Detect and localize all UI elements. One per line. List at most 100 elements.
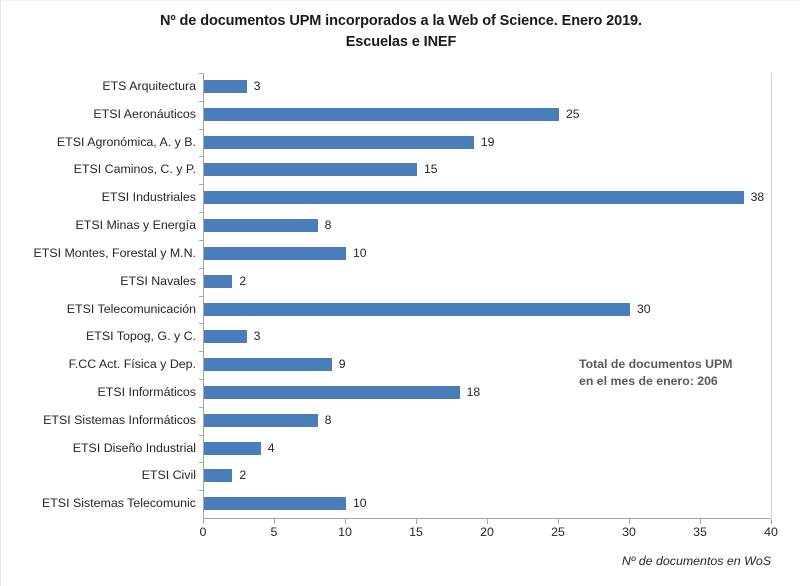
x-axis-tick: [771, 519, 772, 524]
chart-bar[interactable]: [204, 163, 417, 177]
x-axis-tick: [629, 519, 630, 524]
category-label: ETSI Montes, Forestal y M.N.: [33, 245, 197, 260]
chart-bar-row: 8: [199, 406, 771, 435]
plot-area: 3 25 19 15 38 8 10 2 30 3 9 18 8 4 2 10: [199, 73, 771, 518]
x-axis-tick-label: 20: [480, 525, 494, 539]
chart-title-line-2: Escuelas e INEF: [345, 34, 457, 50]
x-axis-tick: [345, 519, 346, 524]
y-axis-tick: [199, 73, 203, 74]
category-label: ETSI Telecomunicación: [66, 301, 196, 316]
y-axis-tick: [199, 239, 203, 241]
bar-value-label: 10: [353, 245, 367, 260]
chart-bar[interactable]: [204, 135, 474, 149]
y-axis-tick: [199, 434, 203, 436]
chart-bar[interactable]: [204, 219, 318, 233]
bar-value-label: 15: [424, 162, 438, 177]
chart-bar-row: 4: [199, 434, 771, 463]
chart-bar-row: 2: [199, 462, 771, 490]
x-axis-tick-label: 40: [764, 525, 778, 539]
y-axis-tick: [199, 267, 203, 269]
x-axis-title: Nº de documentos en WoS: [621, 554, 771, 568]
chart-bar-row: 2: [199, 267, 771, 296]
category-label: ETSI Minas y Energía: [75, 218, 196, 233]
chart-bar-row: 25: [199, 100, 771, 129]
plot-area-right-border: [771, 73, 772, 518]
chart-bar-row: 19: [199, 128, 771, 157]
total-documents-annotation: Total de documentos UPM en el mes de ene…: [579, 356, 733, 390]
y-axis-tick: [199, 295, 203, 297]
chart-bar[interactable]: [204, 497, 346, 511]
bar-value-label: 30: [637, 301, 651, 316]
chart-bar[interactable]: [204, 274, 233, 288]
bar-value-label: 18: [466, 384, 481, 399]
x-axis-tick-label: 10: [338, 525, 352, 539]
chart-bar[interactable]: [204, 469, 233, 483]
chart-bar[interactable]: [204, 441, 261, 455]
x-axis-tick: [487, 519, 488, 524]
bar-value-label: 3: [253, 79, 261, 93]
y-axis-tick: [199, 128, 203, 130]
x-axis-tick-label: 0: [199, 525, 207, 539]
x-axis-tick-label: 30: [622, 525, 636, 539]
y-axis-tick: [199, 490, 203, 492]
category-label: ETSI Topog, G. y C.: [86, 329, 196, 344]
chart-bar-row: 3: [199, 73, 771, 101]
chart-bar[interactable]: [204, 413, 318, 427]
bar-value-label: 25: [566, 106, 580, 121]
bar-value-label: 8: [324, 218, 332, 233]
chart-bar-row: 8: [199, 212, 771, 240]
category-label: ETSI Navales: [120, 273, 196, 288]
bar-value-label: 9: [338, 357, 346, 372]
bar-value-label: 10: [353, 496, 367, 511]
x-axis-tick-label: 25: [551, 525, 565, 539]
category-label: ETSI Agronómica, A. y B.: [56, 134, 196, 149]
annotation-line-1: Total de documentos UPM: [579, 357, 733, 371]
bar-value-label: 4: [267, 440, 275, 455]
x-axis-tick: [416, 519, 417, 524]
category-label: ETSI Caminos, C. y P.: [73, 162, 196, 177]
chart-title-line-1: Nº de documentos UPM incorporados a la W…: [160, 13, 642, 29]
y-axis-tick: [199, 323, 203, 325]
x-axis-tick-label: 35: [693, 525, 707, 539]
chart-bar-row: 38: [199, 184, 771, 212]
chart-bar-row: 15: [199, 156, 771, 184]
category-label: ETSI Sistemas Telecomunic: [41, 496, 196, 511]
category-label: ETSI Civil: [141, 468, 196, 483]
y-axis-tick: [199, 406, 203, 408]
chart-bar[interactable]: [204, 330, 247, 344]
x-axis-tick-label: 5: [270, 525, 278, 539]
chart-bar-row: 9: [199, 351, 771, 379]
chart-bar[interactable]: [204, 358, 332, 372]
y-axis-line: [203, 73, 204, 519]
chart-title: Nº de documentos UPM incorporados a la W…: [91, 11, 711, 53]
category-label: ETSI Sistemas Informáticos: [43, 412, 196, 427]
category-label: ETSI Informáticos: [97, 384, 196, 399]
chart-bar-row: 10: [199, 239, 771, 268]
bar-value-label: 8: [324, 412, 332, 427]
y-axis-tick: [199, 156, 203, 158]
category-label: ETSI Diseño Industrial: [72, 440, 196, 455]
category-label: F.CC Act. Física y Dep.: [68, 357, 196, 372]
y-axis-tick: [199, 184, 203, 186]
y-axis-tick: [199, 212, 203, 214]
chart-bar-row: 18: [199, 378, 771, 407]
chart-bar[interactable]: [204, 191, 744, 205]
chart-bar[interactable]: [204, 80, 247, 93]
chart-bar-row: 3: [199, 323, 771, 351]
x-axis-tick-label: 15: [409, 525, 423, 539]
bar-value-label: 2: [239, 468, 247, 483]
x-axis-tick: [203, 519, 204, 524]
category-label: ETS Arquitectura: [102, 79, 196, 93]
chart-bar[interactable]: [204, 385, 460, 399]
bar-value-label: 19: [480, 134, 495, 149]
bar-value-label: 38: [750, 190, 765, 205]
x-axis-line: [203, 518, 771, 519]
x-axis-tick: [700, 519, 701, 524]
annotation-line-2: en el mes de enero: 206: [579, 374, 718, 388]
y-axis-tick: [199, 351, 203, 353]
chart-bar[interactable]: [204, 246, 346, 260]
y-axis-tick: [199, 462, 203, 464]
chart-bar[interactable]: [204, 302, 630, 316]
x-axis-tick: [274, 519, 275, 524]
chart-bar[interactable]: [204, 107, 559, 121]
